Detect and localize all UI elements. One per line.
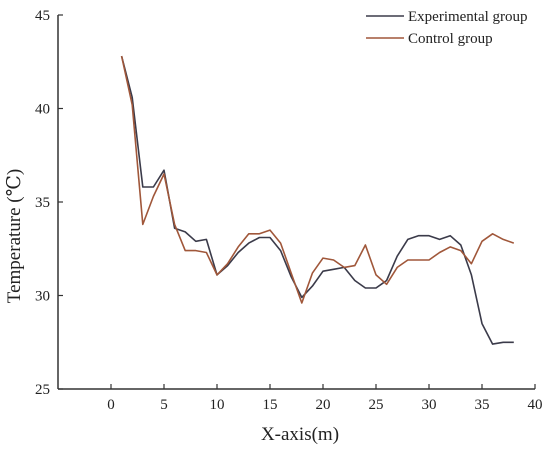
x-tick-label: 0 [107, 397, 115, 413]
x-tick-label: 40 [528, 397, 543, 413]
legend-label-control: Control group [408, 31, 493, 47]
series-line-experimental [120, 55, 514, 345]
y-ticks: 25 30 35 40 45 [35, 8, 63, 398]
y-axis-title: Temperature (℃) [4, 169, 25, 303]
y-tick-label: 30 [35, 289, 50, 305]
y-tick-label: 25 [35, 382, 50, 398]
x-tick-label: 30 [422, 397, 437, 413]
x-tick-label: 20 [316, 397, 331, 413]
axes [57, 15, 535, 390]
y-tick-label: 40 [35, 102, 50, 118]
x-tick-label: 25 [369, 397, 384, 413]
x-tick-label: 10 [210, 397, 225, 413]
x-tick-label: 5 [160, 397, 168, 413]
y-tick-label: 35 [35, 195, 50, 211]
y-tick-label: 45 [35, 8, 50, 24]
x-ticks: 0 5 10 15 20 25 30 35 40 [107, 384, 543, 413]
x-tick-label: 15 [263, 397, 278, 413]
legend-label-experimental: Experimental group [408, 9, 528, 25]
series-layer [120, 55, 515, 345]
x-tick-label: 35 [475, 397, 490, 413]
legend: Experimental group Control group [366, 9, 528, 47]
series-line-control [120, 55, 515, 304]
x-axis-title: X-axis(m) [261, 424, 339, 445]
